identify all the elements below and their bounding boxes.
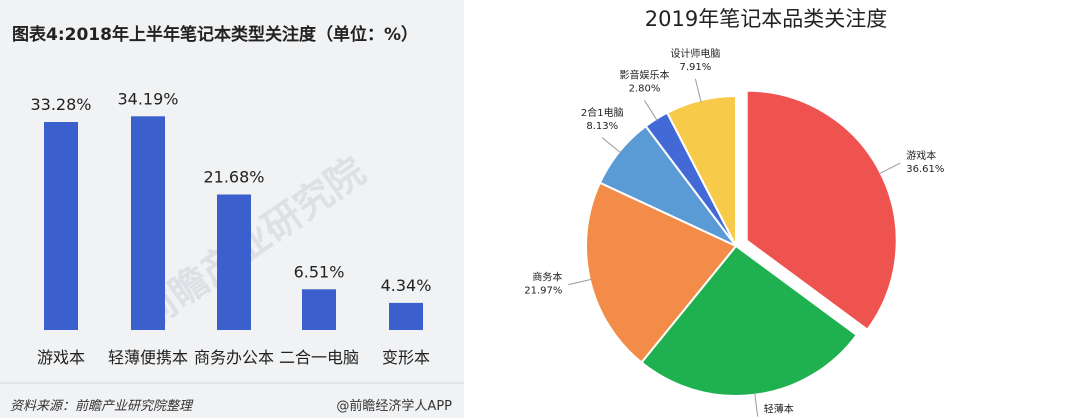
- pie-slice-label: 商务本: [532, 271, 562, 284]
- pie-slice-value-label: 21.97%: [524, 286, 562, 297]
- pie-slice-value-label: 7.91%: [679, 62, 711, 73]
- pie-slice-value-label: 8.13%: [586, 121, 618, 132]
- pie-labels-group: 游戏本36.61%轻薄本26.83%商务本21.97%2合1电脑8.13%影音娱…: [524, 47, 944, 418]
- pie-leader-line: [694, 78, 702, 103]
- bar-value-label: 33.28%: [30, 95, 91, 114]
- bar: [44, 122, 78, 330]
- pie-leader-line: [601, 137, 622, 154]
- bars-group: 33.28% 游戏本 34.19% 轻薄便携本 21.68% 商务办公本 6.51% 二合一电…: [30, 89, 431, 367]
- bar-category-label: 轻薄便携本: [108, 348, 188, 367]
- pie-leader-line: [568, 278, 592, 286]
- credit-note: @前瞻经济学人APP: [336, 398, 452, 414]
- bar-category-label: 变形本: [382, 348, 430, 367]
- pie-chart: 2019年笔记本品类关注度 游戏本36.61%轻薄本26.83%商务本21.97…: [524, 7, 944, 418]
- bar-value-label: 21.68%: [203, 168, 264, 187]
- bar-category-label: 游戏本: [37, 348, 85, 367]
- bar-chart: 图表4:2018年上半年笔记本类型关注度（单位：%） 前瞻产业研究院 33.28…: [0, 24, 464, 414]
- pie-slice-label: 游戏本: [906, 149, 936, 162]
- pie-leader-line: [878, 162, 901, 175]
- bar-value-label: 34.19%: [117, 89, 178, 108]
- source-note: 资料来源：前瞻产业研究院整理: [10, 398, 194, 414]
- pie-slice-label: 2合1电脑: [581, 106, 624, 119]
- bar: [389, 302, 423, 330]
- bar-category-label: 二合一电脑: [279, 348, 359, 367]
- bar-chart-panel: 图表4:2018年上半年笔记本类型关注度（单位：%） 前瞻产业研究院 33.28…: [0, 0, 464, 418]
- bar-category-label: 商务办公本: [194, 348, 274, 367]
- bar: [131, 116, 165, 330]
- bar: [302, 289, 336, 330]
- pie-leader-line: [644, 100, 658, 121]
- pie-chart-title: 2019年笔记本品类关注度: [645, 7, 887, 31]
- pie-slice-label: 影音娱乐本: [619, 68, 669, 81]
- bar-chart-title: 图表4:2018年上半年笔记本类型关注度（单位：%）: [12, 24, 418, 45]
- pie-leader-line: [754, 392, 759, 417]
- pie-slice-label: 轻薄本: [764, 403, 794, 416]
- pie-slices-group: [585, 89, 898, 397]
- pie-slice-value-label: 36.61%: [906, 164, 944, 175]
- bar-value-label: 6.51%: [294, 262, 345, 281]
- bar: [217, 194, 251, 330]
- pie-chart-panel: 2019年笔记本品类关注度 游戏本36.61%轻薄本26.83%商务本21.97…: [464, 0, 1080, 418]
- bar-value-label: 4.34%: [381, 276, 432, 295]
- pie-slice-label: 设计师电脑: [670, 47, 720, 60]
- pie-slice-value-label: 2.80%: [629, 83, 661, 94]
